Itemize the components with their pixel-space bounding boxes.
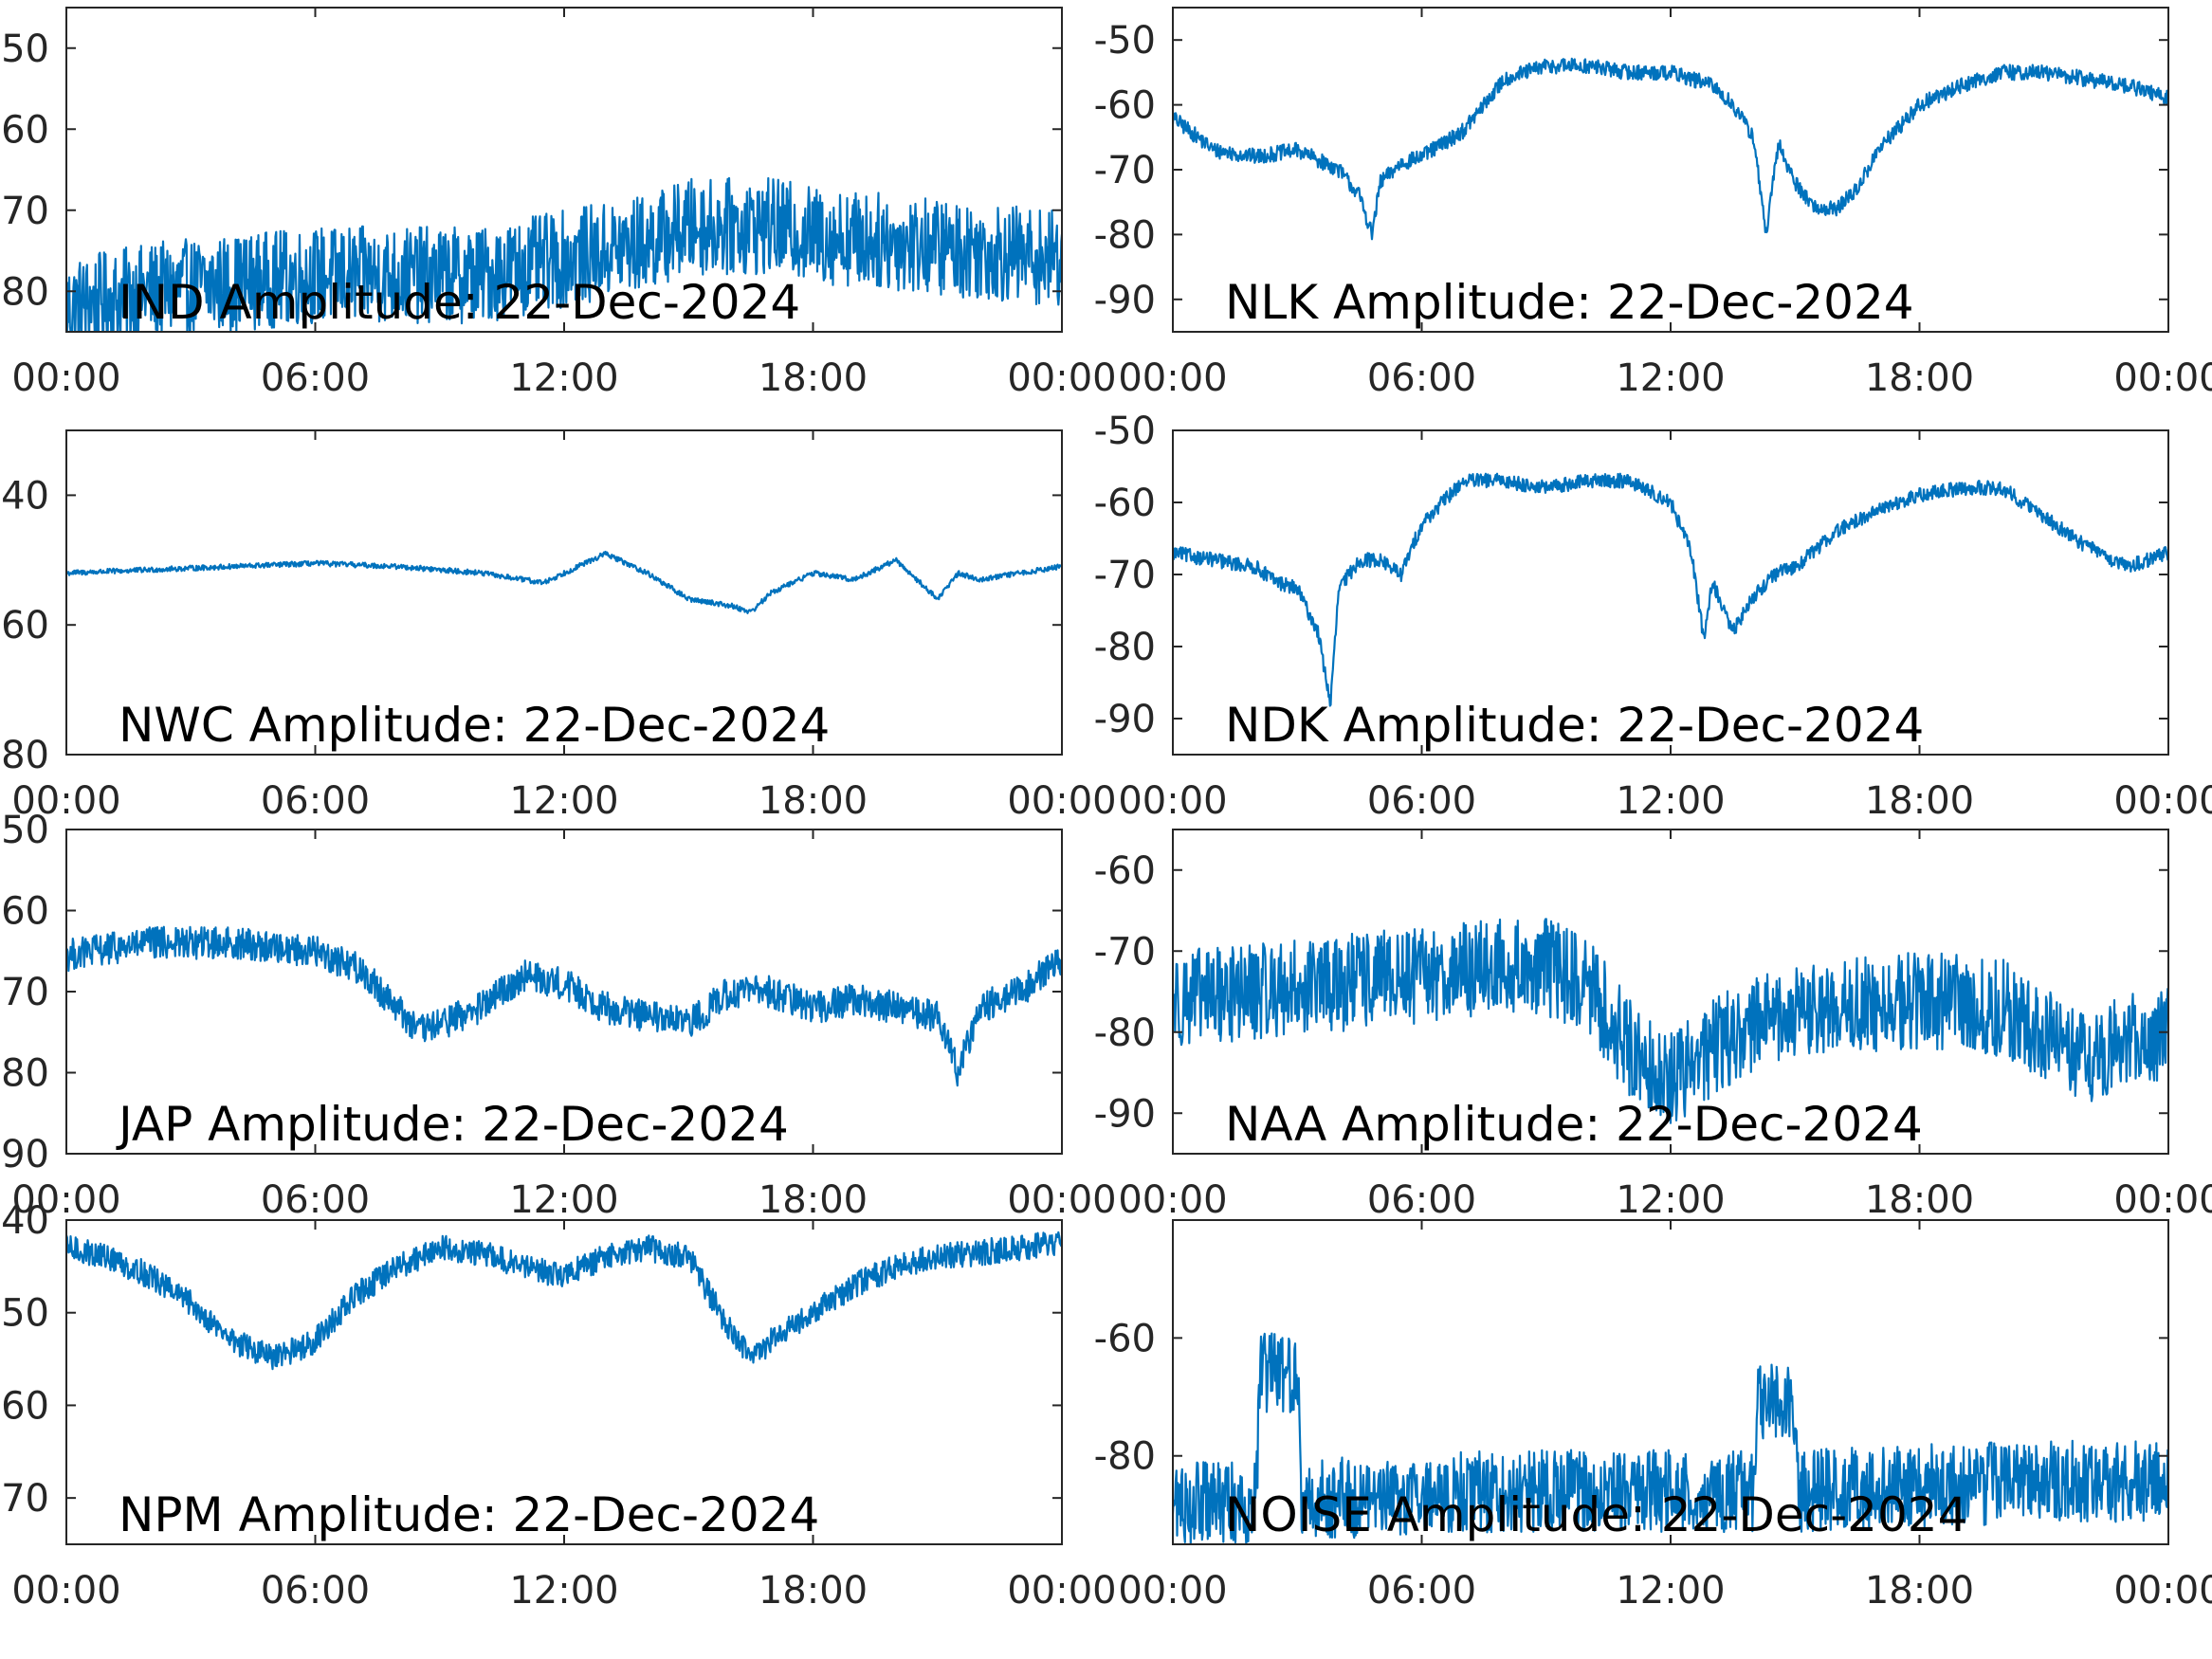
x-tick-label: 00:00 [11,1569,120,1613]
y-tick-label: -50 [1094,410,1156,453]
x-tick-label: 18:00 [1865,779,1974,823]
x-tick-label: 18:00 [759,779,868,823]
x-tick-label: 12:00 [509,356,618,400]
x-tick-label: 00:00 [2113,1569,2212,1613]
panel-title: NDK Amplitude: 22-Dec-2024 [1225,698,1924,753]
x-tick-label: 06:00 [261,1569,370,1613]
y-tick-label: 50 [1,1292,49,1336]
y-tick-label: -70 [1094,930,1156,974]
y-tick-label: 80 [1,1052,49,1096]
panel-title: NLK Amplitude: 22-Dec-2024 [1225,275,1914,330]
panel-title: JAP Amplitude: 22-Dec-2024 [116,1097,789,1152]
x-tick-label: 18:00 [759,1178,868,1222]
panel-7: 00:00 06:00 12:00 18:00 00:00 -60 -80 NOISE Amp… [1094,1219,2212,1613]
y-tick-label: -50 [1094,19,1156,63]
signal-trace [1173,1332,2168,1544]
y-tick-label: 90 [1,1133,49,1176]
y-tick-label: 70 [1,190,49,233]
x-tick-label: 06:00 [1367,1178,1476,1222]
panel-4: 00:00 06:00 12:00 18:00 00:00 50 60 70 80 90 JAP A… [1,809,1117,1222]
x-tick-label: 00:00 [1118,1569,1227,1613]
y-tick-label: -90 [1094,279,1156,322]
x-tick-label: 06:00 [261,1178,370,1222]
y-tick-label: -60 [1094,482,1156,525]
panel-title: NOISE Amplitude: 22-Dec-2024 [1225,1487,1967,1542]
x-tick-label: 00:00 [2113,356,2212,400]
signal-trace [66,176,1062,332]
panel-title: IND Amplitude: 22-Dec-2024 [119,275,800,330]
signal-trace [66,925,1062,1087]
y-tick-label: -70 [1094,149,1156,192]
y-tick-label: -80 [1094,1435,1156,1479]
y-tick-label: 60 [1,1384,49,1428]
y-tick-label: 60 [1,604,49,647]
panel-5: 00:00 06:00 12:00 18:00 00:00 -60 -70 -80 -90 NAA… [1094,829,2212,1222]
y-tick-label: -90 [1094,698,1156,741]
y-tick-label: -80 [1094,626,1156,669]
y-tick-label: 40 [1,474,49,518]
x-tick-label: 12:00 [1616,779,1725,823]
y-tick-label: -80 [1094,213,1156,257]
panel-title: NAA Amplitude: 22-Dec-2024 [1225,1097,1923,1152]
x-tick-label: 12:00 [1616,1178,1725,1222]
panel-1: 00:00 06:00 12:00 18:00 00:00 -50 -60 -70 -80 -90… [1094,7,2212,400]
x-tick-label: 12:00 [509,1569,618,1613]
y-tick-label: -60 [1094,84,1156,128]
signal-trace [1173,472,2168,707]
x-tick-label: 00:00 [11,779,120,823]
y-tick-label: 80 [1,270,49,314]
x-tick-label: 06:00 [261,779,370,823]
y-tick-label: 70 [1,1477,49,1521]
panel-2: 00:00 06:00 12:00 18:00 00:00 40 60 80 NWC Ampli… [1,429,1117,823]
x-tick-label: 00:00 [1007,1569,1116,1613]
x-tick-label: 00:00 [1007,356,1116,400]
x-tick-label: 00:00 [1118,356,1227,400]
panel-3: 00:00 06:00 12:00 18:00 00:00 -50 -60 -70 -80 -90… [1094,410,2212,823]
y-tick-label: 60 [1,108,49,152]
signal-trace [66,1231,1062,1371]
x-tick-label: 18:00 [1865,356,1974,400]
y-tick-label: 80 [1,734,49,777]
panel-title: NPM Amplitude: 22-Dec-2024 [119,1487,819,1542]
x-tick-label: 06:00 [1367,356,1476,400]
y-tick-label: -70 [1094,554,1156,597]
x-tick-label: 00:00 [1007,1178,1116,1222]
x-tick-label: 12:00 [509,1178,618,1222]
signal-trace [66,550,1062,614]
panel-6: 00:00 06:00 12:00 18:00 00:00 40 50 60 70 NPM Amp… [1,1199,1117,1613]
x-tick-label: 18:00 [1865,1178,1974,1222]
x-tick-label: 06:00 [261,356,370,400]
y-tick-label: 60 [1,890,49,934]
x-tick-label: 00:00 [1118,1178,1227,1222]
y-tick-label: -60 [1094,1317,1156,1360]
x-tick-label: 00:00 [11,356,120,400]
y-tick-label: 40 [1,1199,49,1243]
x-tick-label: 06:00 [1367,1569,1476,1613]
x-tick-label: 00:00 [11,1178,120,1222]
y-tick-label: 50 [1,27,49,71]
y-tick-label: 50 [1,809,49,852]
x-tick-label: 00:00 [2113,779,2212,823]
y-tick-label: -60 [1094,849,1156,893]
y-tick-label: -80 [1094,1012,1156,1055]
signal-trace [1173,57,2168,241]
panel-0: 00:00 06:00 12:00 18:00 00:00 50 60 70 80 IND Amp… [1,7,1117,400]
x-tick-label: 18:00 [759,1569,868,1613]
y-tick-label: 70 [1,971,49,1014]
y-tick-label: -90 [1094,1092,1156,1136]
x-tick-label: 12:00 [509,779,618,823]
x-tick-label: 00:00 [2113,1178,2212,1222]
x-tick-label: 12:00 [1616,356,1725,400]
panel-title: NWC Amplitude: 22-Dec-2024 [119,698,830,753]
x-tick-label: 06:00 [1367,779,1476,823]
x-tick-label: 18:00 [1865,1569,1974,1613]
x-tick-label: 12:00 [1616,1569,1725,1613]
x-tick-label: 00:00 [1007,779,1116,823]
x-tick-label: 18:00 [759,356,868,400]
x-tick-label: 00:00 [1118,779,1227,823]
signal-trace [1173,918,2168,1124]
